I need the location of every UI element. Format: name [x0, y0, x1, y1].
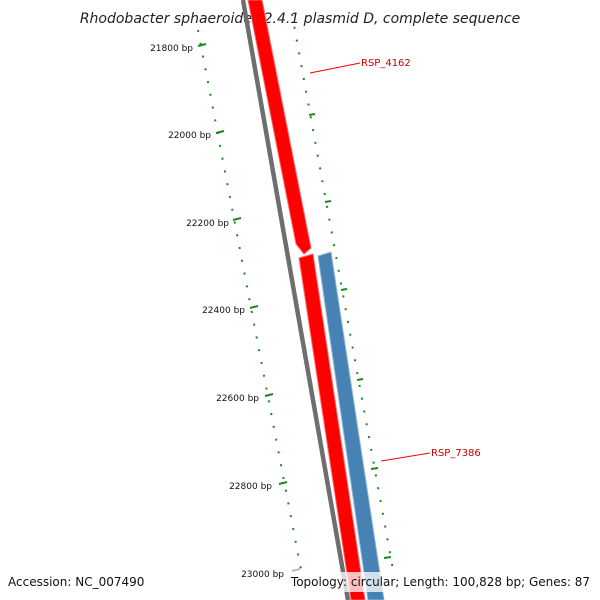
- tick-mark-22400: [249, 305, 259, 309]
- inner-tick-track: [197, 29, 303, 576]
- tick-label-22800: 22800 bp: [229, 482, 272, 492]
- gene-rsp-4162-segment-1[interactable]: [247, 0, 312, 255]
- tick-label-23000: 23000 bp: [241, 570, 284, 580]
- tick-label-22400: 22400 bp: [202, 306, 245, 316]
- label-leader-rsp-7386: [380, 452, 431, 462]
- gene-rsp-4162-segment-2[interactable]: [298, 253, 366, 600]
- footer-backdrop: [294, 572, 594, 592]
- gene-rsp-7386-segment[interactable]: [317, 251, 385, 600]
- label-leader-rsp-4162: [309, 62, 361, 74]
- outer-tick-marks: [308, 113, 392, 559]
- tick-label-21800: 21800 bp: [150, 44, 193, 54]
- map-title: Rhodobacter sphaeroides 2.4.1 plasmid D,…: [80, 11, 520, 27]
- tick-mark-21800: [197, 43, 207, 47]
- tick-label-22000: 22000 bp: [168, 131, 211, 141]
- tick-mark-22000: [215, 130, 225, 134]
- accession-text: Accession: NC_007490: [8, 575, 144, 589]
- tick-mark-22600: [264, 393, 274, 397]
- bp-scale: 21800 bp 22000 bp 22200 bp 22400 bp 2260…: [150, 43, 301, 580]
- tick-label-22200: 22200 bp: [186, 219, 229, 229]
- summary-text: Topology: circular; Length: 100,828 bp; …: [290, 575, 590, 589]
- tick-mark-22800: [278, 481, 288, 485]
- tick-label-22600: 22600 bp: [216, 394, 259, 404]
- gene-label-rsp-4162[interactable]: RSP_4162: [361, 58, 411, 69]
- tick-mark-23000: [291, 568, 301, 572]
- gene-label-rsp-7386[interactable]: RSP_7386: [431, 448, 481, 459]
- tick-mark-22200: [232, 217, 242, 221]
- sequence-backbone: [240, 0, 351, 600]
